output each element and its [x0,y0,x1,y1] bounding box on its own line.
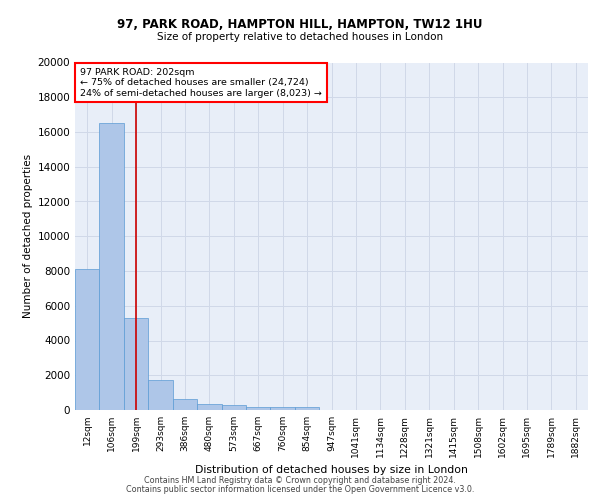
Bar [221,406,246,410]
Text: Contains HM Land Registry data © Crown copyright and database right 2024.: Contains HM Land Registry data © Crown c… [144,476,456,485]
Bar [295,406,319,410]
Bar [148,380,173,410]
X-axis label: Distribution of detached houses by size in London: Distribution of detached houses by size … [195,466,468,475]
Text: 97, PARK ROAD, HAMPTON HILL, HAMPTON, TW12 1HU: 97, PARK ROAD, HAMPTON HILL, HAMPTON, TW… [117,18,483,30]
Bar [75,270,100,410]
Bar [271,407,295,410]
Text: Contains public sector information licensed under the Open Government Licence v3: Contains public sector information licen… [126,485,474,494]
Y-axis label: Number of detached properties: Number of detached properties [23,154,33,318]
Bar [197,404,221,410]
Bar [173,398,197,410]
Bar [124,318,148,410]
Text: Size of property relative to detached houses in London: Size of property relative to detached ho… [157,32,443,42]
Bar [100,124,124,410]
Text: 97 PARK ROAD: 202sqm
← 75% of detached houses are smaller (24,724)
24% of semi-d: 97 PARK ROAD: 202sqm ← 75% of detached h… [80,68,322,98]
Bar [246,406,271,410]
